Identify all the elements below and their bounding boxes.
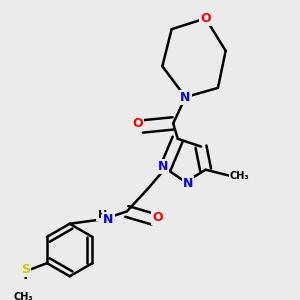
Text: O: O [152, 211, 163, 224]
Text: CH₃: CH₃ [14, 292, 34, 300]
Text: N: N [103, 213, 113, 226]
Text: O: O [132, 117, 143, 130]
Text: N: N [158, 160, 168, 173]
Text: N: N [180, 91, 191, 103]
Text: CH₃: CH₃ [230, 171, 249, 181]
Text: H: H [98, 209, 107, 220]
Text: O: O [200, 12, 211, 25]
Text: N: N [183, 177, 193, 190]
Text: S: S [21, 263, 30, 276]
